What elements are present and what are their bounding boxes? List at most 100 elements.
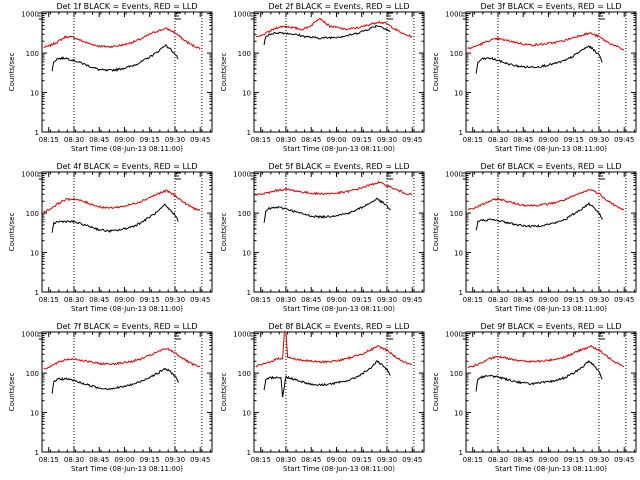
x-tick-label: 09:00 <box>114 136 134 144</box>
x-tick-label: 09:45 <box>402 296 422 304</box>
plot-frame <box>41 171 213 293</box>
x-axis-label: Start Time (08-Jun-13 08:11:00) <box>283 145 395 153</box>
y-tick-label: 1000 <box>445 171 463 179</box>
y-tick-label: 100 <box>450 210 463 218</box>
y-tick-label: 1 <box>247 129 251 137</box>
lld-series-line <box>467 188 625 211</box>
lld-series-line <box>467 345 625 369</box>
panel-title: Det 4f BLACK = Events, RED = LLD <box>56 162 197 171</box>
x-tick-label: 08:45 <box>301 456 321 464</box>
y-tick-label: 1 <box>459 449 463 457</box>
y-tick-label: 1 <box>247 289 251 297</box>
y-tick-label: 1000 <box>445 331 463 339</box>
x-tick-label: 08:30 <box>488 136 508 144</box>
events-series-line <box>263 359 391 398</box>
x-tick-label: 09:00 <box>326 296 346 304</box>
detector-panel-2: Det 2f BLACK = Events, RED = LLD 1 10 100 10… <box>220 2 425 153</box>
start-flag <box>462 12 466 20</box>
x-tick-label: 09:15 <box>352 456 372 464</box>
start-flag <box>38 12 42 20</box>
events-series-line <box>475 45 603 74</box>
y-tick-label: 10 <box>242 250 251 258</box>
lld-series-line <box>43 347 201 370</box>
detector-panel-9: Det 9f BLACK = Events, RED = LLD 1 10 100 10… <box>432 322 637 473</box>
x-tick-label: 08:30 <box>64 296 84 304</box>
y-tick-label: 1000 <box>233 331 251 339</box>
x-tick-label: 08:15 <box>463 456 483 464</box>
events-series-line <box>51 367 179 394</box>
x-tick-label: 08:45 <box>89 296 109 304</box>
x-tick-label: 08:30 <box>276 296 296 304</box>
x-tick-label: 09:45 <box>402 136 422 144</box>
y-tick-label: 10 <box>30 90 39 98</box>
y-axis-label: Counts/sec <box>432 213 440 252</box>
x-tick-label: 09:15 <box>564 456 584 464</box>
events-series-line <box>475 202 603 231</box>
x-tick-label: 09:15 <box>564 136 584 144</box>
y-tick-label: 100 <box>238 370 251 378</box>
lld-series-line <box>255 180 413 196</box>
x-tick-label: 09:45 <box>190 296 210 304</box>
y-tick-label: 10 <box>242 90 251 98</box>
y-axis-label: Counts/sec <box>432 53 440 92</box>
x-tick-label: 08:30 <box>64 456 84 464</box>
y-axis-label: Counts/sec <box>8 373 16 412</box>
x-axis-label: Start Time (08-Jun-13 08:11:00) <box>495 305 607 313</box>
marker-flag <box>598 332 605 340</box>
start-flag <box>462 172 466 180</box>
lld-series-line <box>255 330 413 368</box>
x-tick-label: 09:30 <box>589 296 609 304</box>
y-tick-label: 100 <box>238 50 251 58</box>
x-tick-label: 09:00 <box>326 136 346 144</box>
y-tick-label: 1 <box>247 449 251 457</box>
x-tick-label: 08:15 <box>463 136 483 144</box>
marker-flag <box>386 332 393 340</box>
x-tick-label: 09:00 <box>538 456 558 464</box>
panel-title: Det 8f BLACK = Events, RED = LLD <box>268 322 409 331</box>
x-tick-label: 09:15 <box>352 296 372 304</box>
x-axis-label: Start Time (08-Jun-13 08:11:00) <box>495 465 607 473</box>
plot-frame <box>253 171 425 293</box>
x-tick-label: 09:30 <box>165 296 185 304</box>
events-series-line <box>51 44 179 72</box>
x-tick-label: 09:30 <box>589 456 609 464</box>
marker-flag <box>598 172 605 180</box>
marker-flag <box>386 12 393 20</box>
x-tick-label: 08:15 <box>39 136 59 144</box>
y-tick-label: 100 <box>26 50 39 58</box>
panel-title: Det 5f BLACK = Events, RED = LLD <box>268 162 409 171</box>
x-tick-label: 09:00 <box>114 456 134 464</box>
x-tick-label: 09:45 <box>402 456 422 464</box>
x-tick-label: 08:15 <box>251 136 271 144</box>
plot-frame <box>465 11 637 133</box>
x-tick-label: 09:45 <box>190 136 210 144</box>
plot-frame <box>465 171 637 293</box>
y-axis-label: Counts/sec <box>8 53 16 92</box>
start-flag <box>250 332 254 340</box>
start-flag <box>250 12 254 20</box>
y-tick-label: 10 <box>454 410 463 418</box>
x-tick-label: 09:15 <box>564 296 584 304</box>
panel-title: Det 2f BLACK = Events, RED = LLD <box>268 2 409 11</box>
y-axis-label: Counts/sec <box>220 213 228 252</box>
panel-title: Det 7f BLACK = Events, RED = LLD <box>56 322 197 331</box>
x-tick-label: 08:15 <box>251 456 271 464</box>
lld-series-line <box>43 189 201 213</box>
y-tick-label: 1000 <box>233 171 251 179</box>
plot-frame <box>253 11 425 133</box>
y-axis-label: Counts/sec <box>8 213 16 252</box>
x-tick-label: 09:15 <box>140 456 160 464</box>
y-tick-label: 1 <box>35 449 39 457</box>
marker-flag <box>598 12 605 20</box>
start-flag <box>38 172 42 180</box>
x-tick-label: 09:30 <box>377 136 397 144</box>
y-tick-label: 10 <box>30 250 39 258</box>
y-axis-label: Counts/sec <box>432 373 440 412</box>
y-tick-label: 10 <box>242 410 251 418</box>
events-series-line <box>475 359 603 392</box>
x-tick-label: 08:45 <box>301 296 321 304</box>
y-tick-label: 1000 <box>21 331 39 339</box>
lld-series-line <box>43 27 201 50</box>
detector-panel-1: Det 1f BLACK = Events, RED = LLD 1 10 100 10… <box>8 2 213 153</box>
x-axis-label: Start Time (08-Jun-13 08:11:00) <box>283 305 395 313</box>
